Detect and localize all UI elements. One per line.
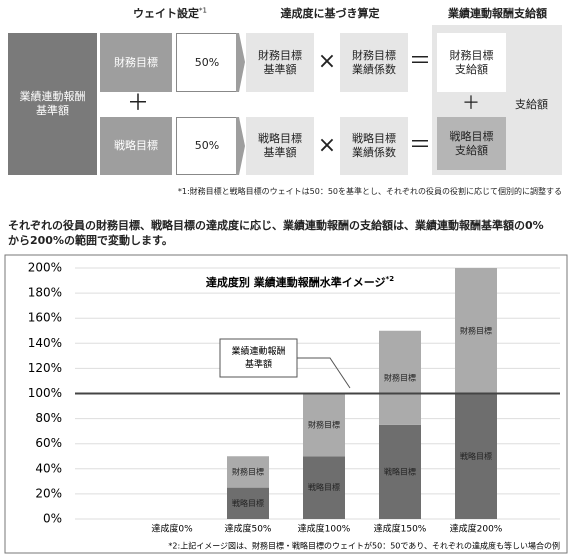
x-tick-label: 達成度100%: [298, 523, 351, 535]
y-tick-label: 20%: [35, 486, 62, 500]
header: 業績連動報酬支給額: [448, 7, 547, 20]
segment-label: 財務目標: [460, 325, 492, 335]
bar-segment: [379, 330, 421, 425]
bar-segment: [227, 487, 269, 519]
base-amount-box: 財務目標 基準額: [246, 33, 314, 92]
footnote: *1:財務目標と戦略目標のウェイトは50：50を基準とし、それぞれの役員の役割に…: [177, 187, 562, 196]
bar-segment: [455, 393, 497, 519]
y-tick-label: 140%: [28, 336, 62, 350]
y-tick-label: 40%: [35, 461, 62, 475]
segment-label: 戦略目標: [384, 466, 416, 476]
goal-box: 財務目標: [100, 33, 172, 92]
payout-box: 戦略目標 支給額: [437, 117, 506, 170]
arrows: [236, 33, 245, 175]
chart-note: *2:上記イメージ図は、財務目標・戦略目標のウェイトが50：50であり、それぞれ…: [168, 541, 560, 551]
y-tick-label: 160%: [28, 311, 62, 325]
title-text: 達成度別 業績連動報酬水準イメージ: [206, 275, 386, 289]
segment-label: 財務目標: [308, 419, 340, 429]
segment-label: 財務目標: [384, 372, 416, 382]
bar-segment: [455, 268, 497, 394]
segment-label: 戦略目標: [460, 451, 492, 461]
y-tick-label: 120%: [28, 361, 62, 375]
annotation-box: [219, 338, 298, 378]
goal-box: 戦略目標: [100, 117, 172, 175]
paragraph-line: から200%の範囲で変動します。: [8, 234, 173, 247]
annotation-leader: [297, 357, 351, 389]
x-tick-label: 達成度50%: [224, 523, 271, 535]
y-tick-label: 80%: [35, 411, 62, 425]
base-amount-box: 戦略目標 基準額: [246, 117, 314, 175]
x-tick-label: 達成度200%: [450, 523, 503, 535]
segment-label: 戦略目標: [308, 482, 340, 492]
operator: ×: [317, 49, 337, 74]
y-tick-label: 60%: [35, 436, 62, 450]
bar-segment: [227, 456, 269, 488]
x-tick-label: 達成度150%: [374, 523, 427, 535]
base-box: 業績連動報酬 基準額: [8, 33, 97, 175]
segment-label: 財務目標: [232, 466, 264, 476]
operator: ＋: [126, 91, 149, 116]
operator: ＋: [462, 93, 480, 114]
coefficient-box: 財務目標 業績係数: [340, 33, 408, 92]
header: 達成度に基づき算定: [280, 7, 380, 20]
chart-frame: [4, 254, 568, 554]
operator: ＝: [408, 133, 431, 158]
bar-segment: [379, 424, 421, 519]
payout-box: 財務目標 支給額: [437, 33, 506, 92]
payout-label: 支給額: [515, 98, 548, 111]
y-tick-label: 180%: [28, 286, 62, 300]
operator: ×: [317, 133, 337, 158]
bar-segment: [303, 456, 345, 519]
y-tick-label: 200%: [28, 261, 62, 275]
x-tick-label: 達成度0%: [151, 523, 193, 535]
segment-label: 戦略目標: [232, 498, 264, 508]
paragraph-line: それぞれの役員の財務目標、戦略目標の達成度に応じ、業績連動報酬の支給額は、業績連…: [8, 219, 544, 232]
title-note: *2: [386, 275, 395, 283]
coefficient-box: 戦略目標 業績係数: [340, 117, 408, 175]
annotation: 業績連動報酬基準額: [231, 345, 285, 370]
y-tick-label: 0%: [43, 512, 62, 526]
weight-box: 50%: [176, 117, 238, 175]
y-tick-label: 100%: [28, 386, 62, 400]
operator: ＝: [408, 49, 431, 74]
bar-segment: [303, 393, 345, 457]
chart-title: 達成度別 業績連動報酬水準イメージ*2: [206, 275, 394, 289]
header: ウェイト設定*1: [133, 6, 207, 20]
